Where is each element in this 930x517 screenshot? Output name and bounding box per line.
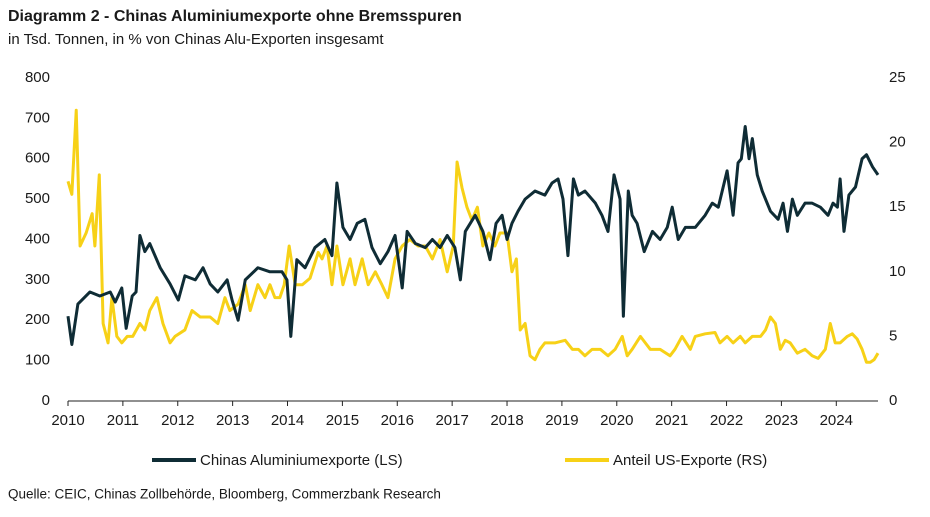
y2-tick-label: 15 <box>889 198 906 215</box>
x-tick-label: 2018 <box>490 412 523 429</box>
series-line <box>66 124 880 346</box>
x-tick-label: 2022 <box>710 412 743 429</box>
y2-tick-label: 20 <box>889 134 906 151</box>
legend-label: Chinas Aluminiumexporte (LS) <box>200 452 403 469</box>
x-tick-label: 2016 <box>381 412 414 429</box>
x-tick-label: 2015 <box>326 412 359 429</box>
chart-subtitle: in Tsd. Tonnen, in % von Chinas Alu-Expo… <box>8 31 384 48</box>
chart-title: Diagramm 2 - Chinas Aluminiumexporte ohn… <box>8 8 462 25</box>
y-tick-label: 100 <box>25 352 50 369</box>
y-tick-label: 0 <box>42 392 50 409</box>
x-tick-label: 2021 <box>655 412 688 429</box>
y2-tick-label: 5 <box>889 327 897 344</box>
x-tick-label: 2012 <box>161 412 194 429</box>
y-tick-label: 800 <box>25 69 50 86</box>
x-tick-label: 2019 <box>545 412 578 429</box>
x-tick-label: 2014 <box>271 412 304 429</box>
x-tick-label: 2020 <box>600 412 633 429</box>
source: Quelle: CEIC, Chinas Zollbehörde, Bloomb… <box>8 487 441 502</box>
legend-label: Anteil US-Exporte (RS) <box>613 452 767 469</box>
y-tick-label: 700 <box>25 109 50 126</box>
x-tick-label: 2013 <box>216 412 249 429</box>
y-tick-label: 600 <box>25 150 50 167</box>
y-tick-label: 300 <box>25 271 50 288</box>
x-tick-label: 2024 <box>820 412 853 429</box>
y2-tick-label: 25 <box>889 69 906 86</box>
series-line <box>66 108 880 364</box>
x-tick-label: 2011 <box>107 412 139 429</box>
x-tick-label: 2017 <box>435 412 468 429</box>
y-tick-label: 500 <box>25 190 50 207</box>
y-tick-label: 400 <box>25 230 50 247</box>
x-tick-label: 2023 <box>765 412 798 429</box>
y2-tick-label: 10 <box>889 263 906 280</box>
y-tick-label: 200 <box>25 311 50 328</box>
y2-tick-label: 0 <box>889 392 897 409</box>
x-tick-label: 2010 <box>51 412 84 429</box>
